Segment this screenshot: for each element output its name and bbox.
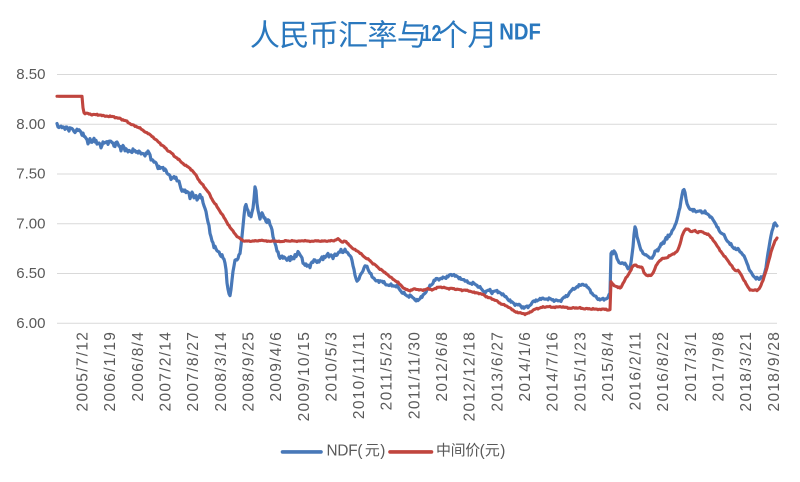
- svg-text:NDF(: NDF(: [327, 442, 363, 459]
- svg-text:2011/11/30: 2011/11/30: [406, 331, 423, 419]
- svg-text:2014/7/16: 2014/7/16: [545, 331, 562, 412]
- svg-text:2008/9/25: 2008/9/25: [241, 331, 258, 412]
- svg-text:2006/8/4: 2006/8/4: [130, 331, 147, 402]
- svg-text:7.00: 7.00: [16, 216, 45, 233]
- svg-text:): ): [380, 442, 385, 459]
- svg-text:12: 12: [422, 21, 442, 47]
- svg-text:2016/2/11: 2016/2/11: [628, 331, 645, 411]
- svg-text:2013/6/27: 2013/6/27: [489, 331, 506, 412]
- svg-text:2010/11/11: 2010/11/11: [351, 331, 368, 419]
- svg-text:7.50: 7.50: [16, 166, 45, 183]
- svg-text:2009/10/15: 2009/10/15: [296, 331, 313, 422]
- svg-text:2007/2/14: 2007/2/14: [158, 331, 175, 412]
- svg-text:2007/8/27: 2007/8/27: [185, 331, 202, 412]
- svg-text:2014/1/6: 2014/1/6: [517, 331, 534, 402]
- svg-text:2010/5/3: 2010/5/3: [323, 331, 340, 402]
- svg-text:2018/9/28: 2018/9/28: [766, 331, 783, 412]
- svg-text:2006/1/19: 2006/1/19: [102, 331, 119, 412]
- svg-text:2008/3/14: 2008/3/14: [213, 331, 230, 412]
- svg-text:6.50: 6.50: [16, 265, 45, 282]
- svg-text:2017/3/1: 2017/3/1: [683, 331, 700, 402]
- svg-text:2012/12/18: 2012/12/18: [462, 331, 479, 422]
- svg-text:2018/3/21: 2018/3/21: [738, 331, 755, 412]
- svg-text:NDF: NDF: [499, 18, 541, 45]
- svg-text:2015/1/23: 2015/1/23: [572, 331, 589, 412]
- svg-text:8.00: 8.00: [16, 116, 45, 133]
- svg-text:2017/9/8: 2017/9/8: [711, 331, 728, 402]
- svg-text:6.00: 6.00: [16, 315, 45, 332]
- svg-text:2005/7/12: 2005/7/12: [75, 331, 92, 412]
- svg-text:2015/8/4: 2015/8/4: [600, 331, 617, 402]
- svg-text:2016/8/22: 2016/8/22: [655, 331, 672, 412]
- svg-text:2012/6/8: 2012/6/8: [434, 331, 451, 402]
- svg-text:2009/4/6: 2009/4/6: [268, 331, 285, 402]
- svg-text:2011/5/23: 2011/5/23: [379, 331, 396, 411]
- svg-text:8.50: 8.50: [16, 66, 45, 83]
- svg-text:): ): [500, 442, 505, 459]
- svg-text:(: (: [480, 442, 485, 459]
